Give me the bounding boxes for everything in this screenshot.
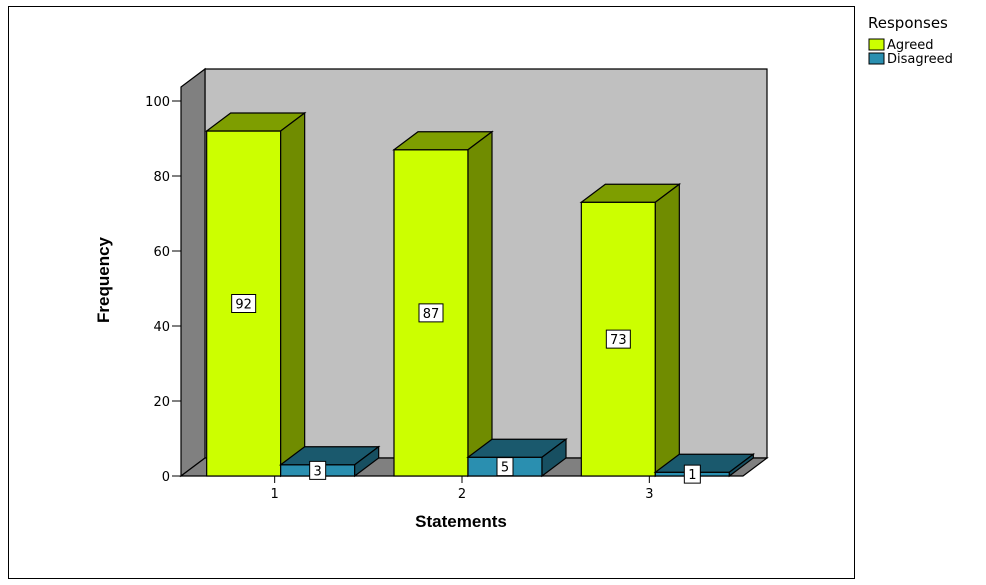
y-axis: 0 20 40 60 80 100 xyxy=(145,95,181,485)
y-tick-label: 0 xyxy=(162,470,170,485)
bar-side xyxy=(728,453,754,478)
y-tick-label: 80 xyxy=(153,170,170,185)
data-label: 5 xyxy=(501,461,509,476)
y-tick-label: 100 xyxy=(145,95,170,110)
bar-side xyxy=(541,438,567,478)
legend-swatch xyxy=(868,52,885,65)
y-axis-title: Frequency xyxy=(94,236,113,323)
x-axis: 1 2 3 xyxy=(271,476,653,502)
bars-group xyxy=(204,111,756,478)
data-label-box xyxy=(309,460,327,480)
data-label-box xyxy=(683,464,701,484)
legend-swatch xyxy=(868,38,885,51)
bar-side xyxy=(280,111,306,478)
data-labels: 92 3 87 5 73 1 xyxy=(231,294,701,484)
side-wall xyxy=(180,67,206,478)
legend-title: Responses xyxy=(868,14,948,32)
y-tick-label: 40 xyxy=(153,320,170,335)
data-label-box xyxy=(605,329,631,349)
bar-side xyxy=(467,130,493,478)
bar-side xyxy=(654,183,680,478)
data-label-box xyxy=(496,457,514,477)
x-tick-label: 2 xyxy=(458,487,466,502)
data-label-box xyxy=(231,294,257,313)
legend-label: Agreed xyxy=(887,38,933,53)
y-tick-label: 20 xyxy=(153,395,170,410)
x-tick-label: 3 xyxy=(645,487,653,502)
x-tick-label: 1 xyxy=(271,487,279,502)
bar-disagreed xyxy=(466,438,568,478)
data-label-box xyxy=(418,303,444,323)
data-label: 87 xyxy=(423,307,440,322)
data-label: 1 xyxy=(688,468,696,483)
data-label: 92 xyxy=(235,298,252,313)
data-label: 73 xyxy=(610,333,627,348)
y-tick-label: 60 xyxy=(153,245,170,260)
data-label: 3 xyxy=(314,464,322,479)
bar-side xyxy=(354,445,380,478)
legend-label: Disagreed xyxy=(887,52,953,67)
x-axis-title: Statements xyxy=(415,512,507,531)
